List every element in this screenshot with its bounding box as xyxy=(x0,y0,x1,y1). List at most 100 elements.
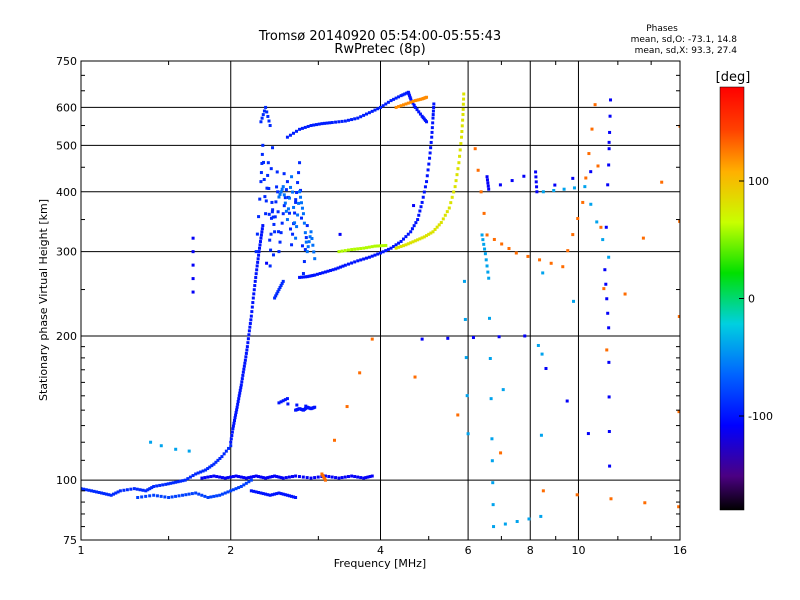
data-point xyxy=(337,476,341,480)
data-point xyxy=(171,481,175,485)
data-point xyxy=(485,233,489,237)
data-point xyxy=(257,253,261,257)
data-point xyxy=(367,111,371,115)
data-point xyxy=(237,397,241,401)
data-point xyxy=(308,235,312,239)
data-point xyxy=(553,183,557,187)
data-point xyxy=(362,476,366,480)
data-point xyxy=(381,250,385,254)
data-point xyxy=(268,493,272,497)
data-point xyxy=(258,240,262,244)
data-point xyxy=(343,475,347,479)
data-point xyxy=(277,250,281,254)
data-point xyxy=(184,493,188,497)
data-point xyxy=(284,188,288,192)
data-point xyxy=(249,478,253,482)
data-point xyxy=(290,175,294,179)
data-point xyxy=(232,418,236,422)
data-point xyxy=(312,250,316,254)
data-point xyxy=(95,490,99,494)
data-point xyxy=(190,492,194,496)
data-point xyxy=(397,105,401,109)
data-point xyxy=(206,495,210,499)
data-point xyxy=(255,264,259,268)
data-point xyxy=(229,475,233,479)
data-point xyxy=(498,183,502,187)
y-tick-label: 75 xyxy=(63,534,77,547)
data-point xyxy=(231,424,235,428)
data-point xyxy=(280,221,284,225)
data-point xyxy=(242,367,246,371)
data-point xyxy=(270,475,274,479)
data-point xyxy=(277,401,281,405)
data-point xyxy=(244,351,248,355)
data-point xyxy=(427,232,431,236)
data-point xyxy=(114,491,118,495)
data-point xyxy=(458,154,462,158)
data-point xyxy=(418,209,422,213)
data-point xyxy=(301,212,305,216)
data-point xyxy=(399,94,403,98)
data-point xyxy=(174,480,178,484)
data-point xyxy=(259,475,263,479)
data-point xyxy=(606,183,610,187)
data-point xyxy=(229,444,233,448)
data-point xyxy=(401,244,405,248)
data-point xyxy=(305,250,309,254)
data-point xyxy=(159,444,163,448)
data-point xyxy=(311,273,315,277)
data-point xyxy=(353,117,357,121)
data-point xyxy=(191,263,195,267)
data-point xyxy=(425,120,429,124)
data-point xyxy=(411,240,415,244)
data-point xyxy=(544,366,548,370)
data-point xyxy=(264,476,268,480)
data-point xyxy=(370,254,374,258)
x-axis-label: Frequency [MHz] xyxy=(334,557,426,570)
data-point xyxy=(169,481,173,485)
data-point xyxy=(229,489,233,493)
data-point xyxy=(272,222,276,226)
data-point xyxy=(186,477,190,481)
data-point xyxy=(259,233,263,237)
data-point xyxy=(257,490,261,494)
data-point xyxy=(370,337,374,341)
data-point xyxy=(104,492,108,496)
data-point xyxy=(392,244,396,248)
data-point xyxy=(604,282,608,286)
data-point xyxy=(293,221,297,225)
data-point xyxy=(607,360,611,364)
data-point xyxy=(295,191,299,195)
data-point xyxy=(483,247,487,251)
data-point xyxy=(283,398,287,402)
data-point xyxy=(406,90,410,94)
data-point xyxy=(268,124,272,128)
data-point xyxy=(336,266,340,270)
data-point xyxy=(194,491,198,495)
colorbar-tick-label: 100 xyxy=(748,175,769,188)
data-point xyxy=(287,475,291,479)
data-point xyxy=(333,438,337,442)
data-point xyxy=(247,476,251,480)
data-point xyxy=(458,148,462,152)
data-point xyxy=(489,397,493,401)
plot-frame xyxy=(80,60,681,541)
data-point xyxy=(97,490,101,494)
data-point xyxy=(536,343,540,347)
data-point xyxy=(291,131,295,135)
data-point xyxy=(314,123,318,127)
data-point xyxy=(230,434,234,438)
data-point xyxy=(301,272,305,276)
data-point xyxy=(408,94,412,98)
data-point xyxy=(534,180,538,184)
data-point xyxy=(294,495,298,499)
data-point xyxy=(356,116,360,120)
data-point xyxy=(678,124,680,128)
data-point xyxy=(329,268,333,272)
x-tick-label: 1 xyxy=(78,544,85,557)
data-point xyxy=(136,495,140,499)
data-point xyxy=(240,380,244,384)
data-point xyxy=(273,215,277,219)
data-point xyxy=(268,475,272,479)
data-point xyxy=(129,487,133,491)
